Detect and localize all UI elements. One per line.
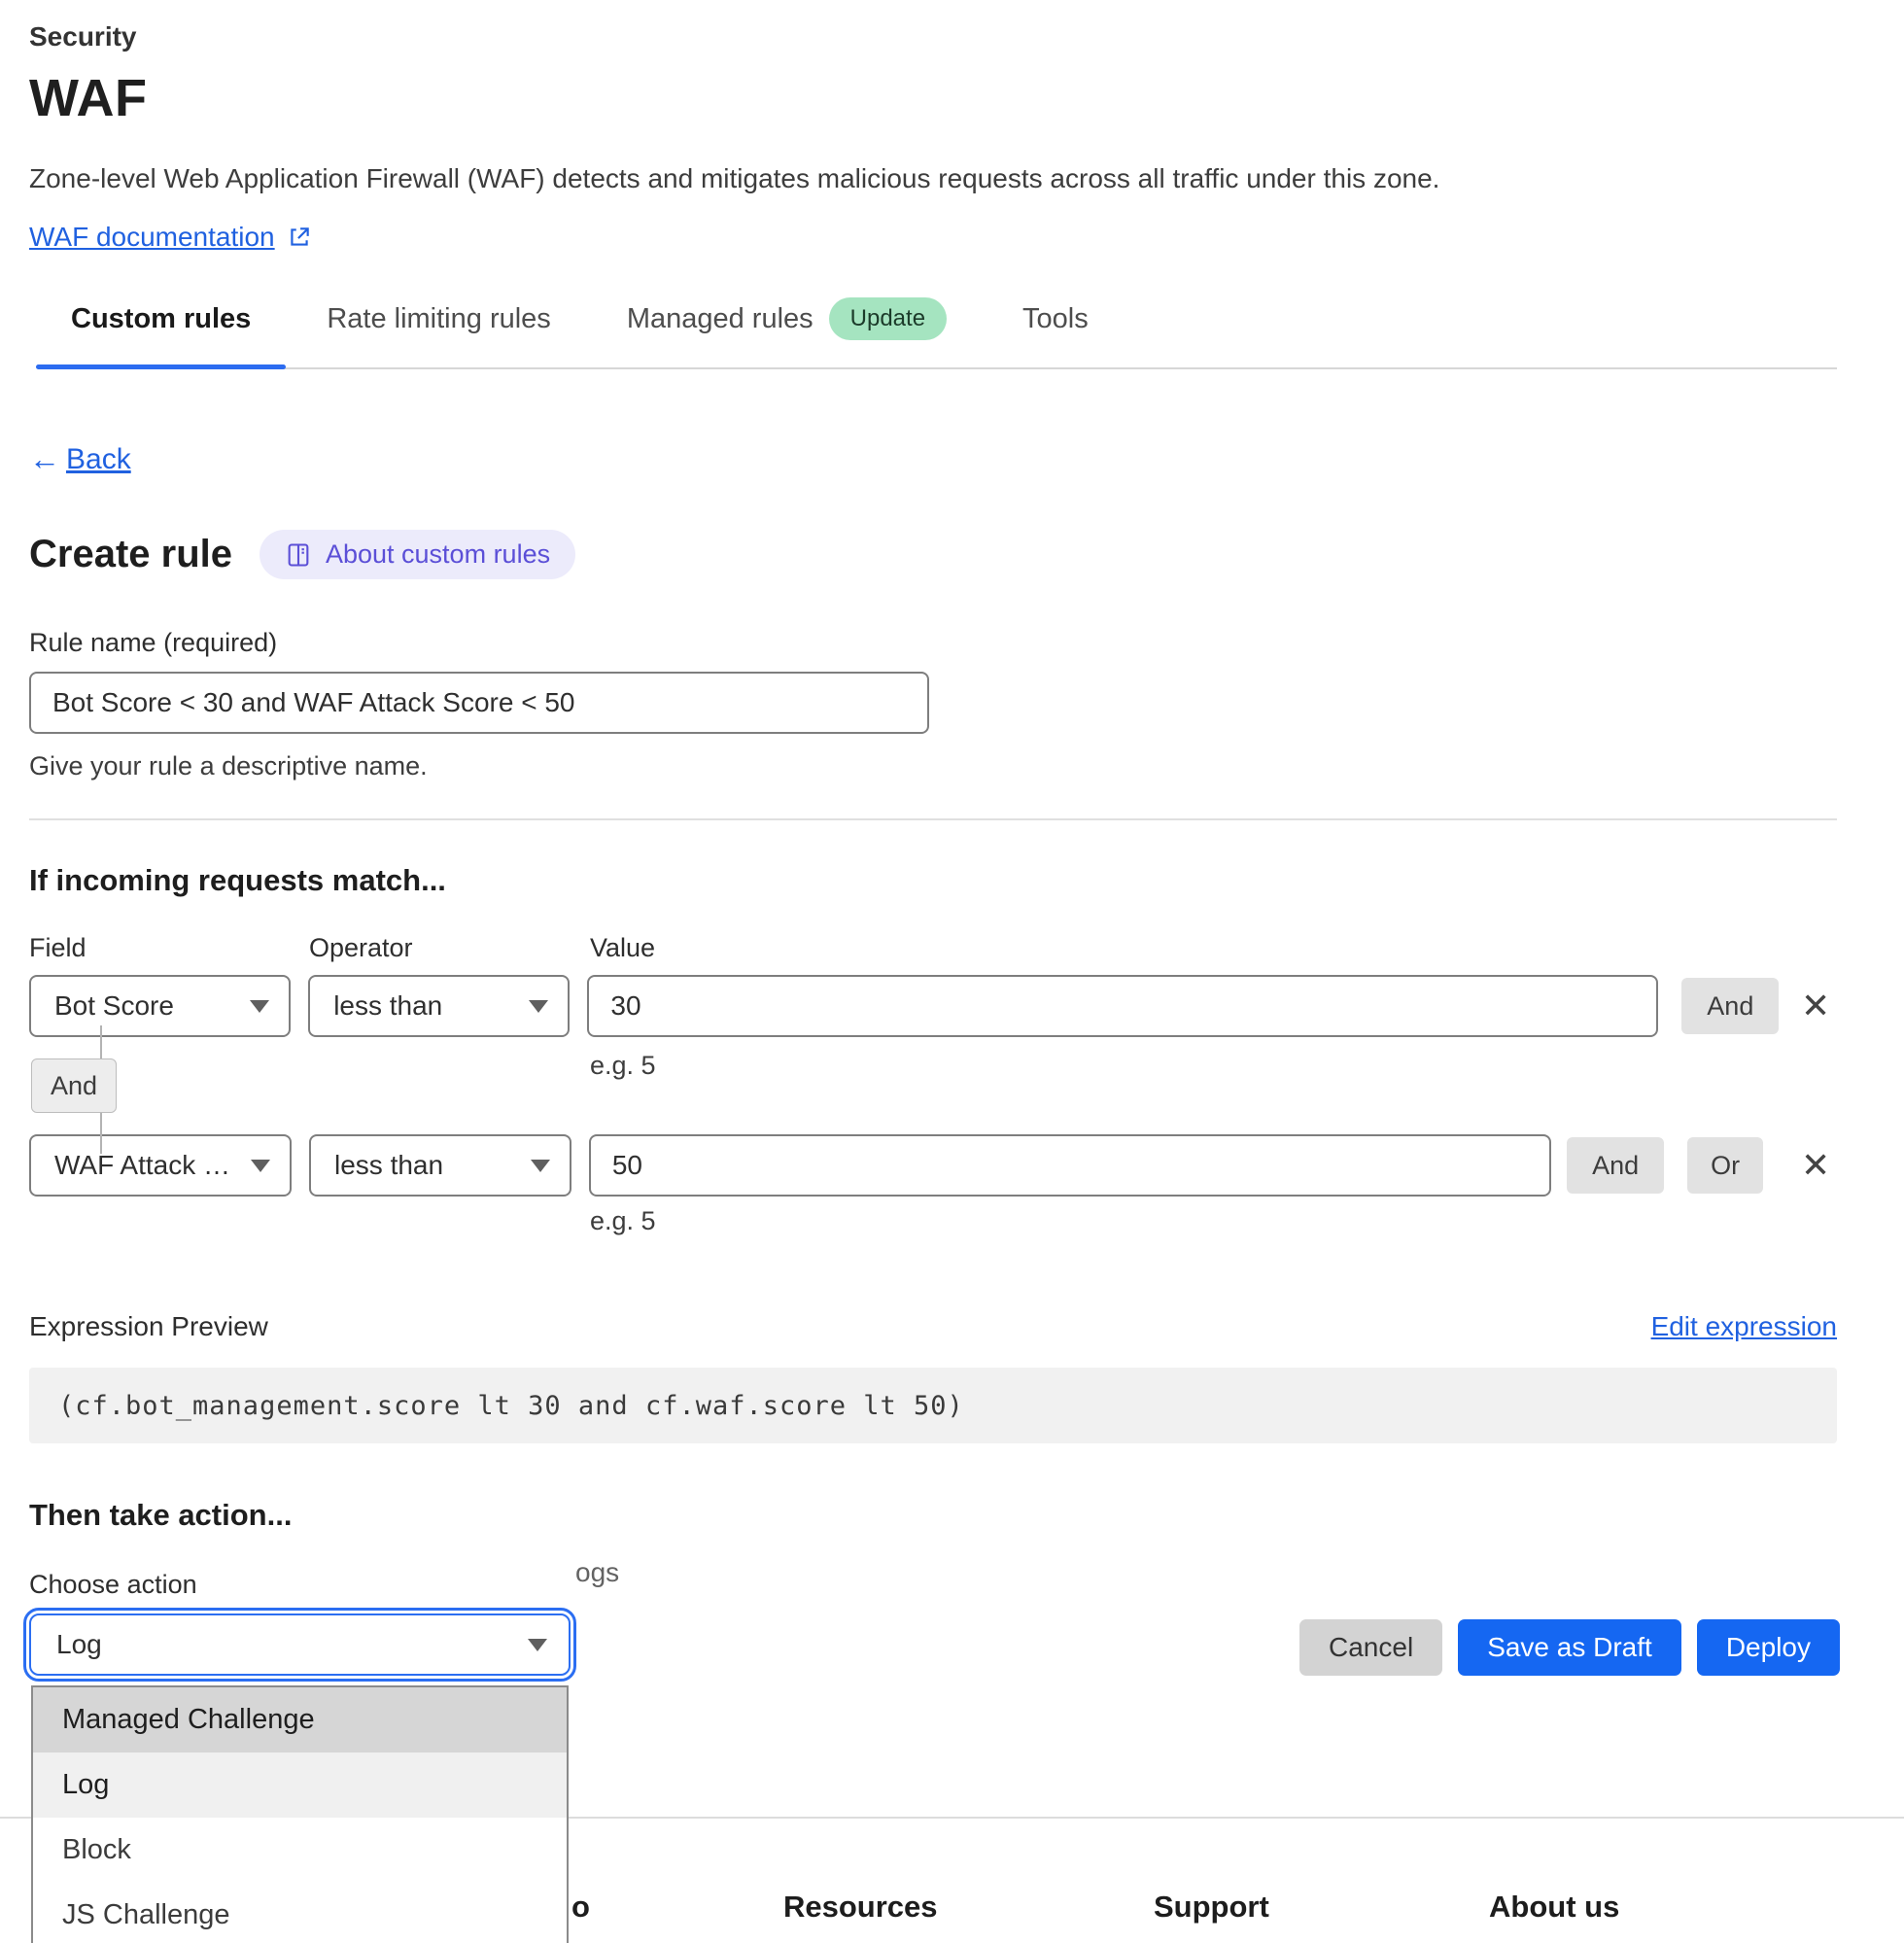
condition-row-1: Bot Score less than And ✕: [29, 975, 1837, 1037]
tab-tools-label: Tools: [1022, 302, 1089, 334]
section-kicker: Security: [29, 21, 137, 52]
book-icon: [285, 541, 312, 569]
match-section-heading: If incoming requests match...: [29, 863, 446, 897]
condition-row-2: WAF Attack S... less than And Or ✕: [29, 1134, 1837, 1197]
section-divider: [29, 818, 1837, 820]
option-log[interactable]: Log: [33, 1752, 567, 1818]
field-select-1-value: Bot Score: [54, 990, 174, 1021]
value-input-2[interactable]: [588, 1134, 1552, 1197]
rule-name-help: Give your rule a descriptive name.: [29, 751, 428, 781]
and-button-row-2[interactable]: And: [1567, 1137, 1665, 1194]
footer-heading-support: Support: [1154, 1890, 1269, 1924]
action-dropdown-menu: Managed Challenge Log Block JS Challenge…: [31, 1685, 569, 1943]
value-hint-1: e.g. 5: [590, 1051, 656, 1080]
choose-action-selected-value: Log: [56, 1629, 102, 1659]
footer-heading-resources: Resources: [783, 1890, 938, 1924]
footer-heading-about-us: About us: [1489, 1890, 1620, 1924]
action-section-heading: Then take action...: [29, 1498, 293, 1532]
field-select-1[interactable]: Bot Score: [29, 975, 292, 1037]
condition-connector-area: And e.g. 5: [29, 1025, 1837, 1154]
save-as-draft-button[interactable]: Save as Draft: [1458, 1619, 1681, 1676]
operator-select-1-value: less than: [333, 990, 443, 1021]
expression-preview-label: Expression Preview: [29, 1311, 268, 1341]
operator-select-1[interactable]: less than: [308, 975, 571, 1037]
cancel-button[interactable]: Cancel: [1299, 1619, 1443, 1676]
obscured-logs-text-fragment: ogs: [575, 1557, 620, 1587]
back-link[interactable]: ← Back: [29, 441, 131, 477]
tab-bar: Custom rules Rate limiting rules Managed…: [35, 297, 1837, 369]
update-badge: Update: [828, 297, 948, 340]
tab-tools[interactable]: Tools: [1022, 297, 1089, 367]
waf-documentation-link[interactable]: WAF documentation: [29, 222, 312, 253]
footer-obscured-heading-fragment: o: [571, 1890, 590, 1924]
chevron-down-icon: [530, 1159, 550, 1172]
value-hint-2: e.g. 5: [590, 1206, 656, 1235]
expression-preview-block: (cf.bot_management.score lt 30 and cf.wa…: [29, 1368, 1837, 1443]
and-button-row-1[interactable]: And: [1681, 978, 1780, 1034]
tab-managed-rules-label: Managed rules: [626, 302, 814, 334]
back-link-label: Back: [66, 442, 131, 475]
tab-rate-limiting-rules[interactable]: Rate limiting rules: [327, 297, 550, 367]
rule-name-input[interactable]: [29, 672, 929, 734]
option-managed-challenge[interactable]: Managed Challenge: [33, 1687, 567, 1752]
option-js-challenge[interactable]: JS Challenge: [33, 1883, 567, 1943]
field-column-label: Field: [29, 933, 87, 962]
chevron-down-icon: [528, 1638, 547, 1651]
choose-action-select[interactable]: Log: [23, 1608, 576, 1682]
value-hint-row-2: e.g. 5: [29, 1197, 1837, 1243]
chevron-down-icon: [250, 999, 270, 1013]
waf-documentation-link-label: WAF documentation: [29, 222, 275, 252]
deploy-button[interactable]: Deploy: [1696, 1619, 1840, 1676]
footer-divider: [0, 1817, 1904, 1819]
back-arrow-icon: ←: [29, 441, 60, 476]
chevron-down-icon: [529, 999, 549, 1013]
value-column-label: Value: [590, 933, 656, 962]
choose-action-label: Choose action: [29, 1570, 197, 1599]
tab-custom-rules[interactable]: Custom rules: [35, 297, 287, 369]
tab-custom-rules-label: Custom rules: [71, 302, 252, 334]
create-rule-heading: Create rule: [29, 533, 232, 575]
rule-name-label: Rule name (required): [29, 628, 278, 657]
operator-select-2-value: less than: [334, 1150, 444, 1180]
field-select-2-value: WAF Attack S...: [54, 1150, 239, 1180]
about-custom-rules-label: About custom rules: [325, 539, 551, 569]
external-link-icon: [287, 225, 312, 250]
value-input-1[interactable]: [587, 975, 1659, 1037]
option-block[interactable]: Block: [33, 1818, 567, 1883]
remove-condition-button-2[interactable]: ✕: [1794, 1145, 1837, 1186]
form-actions: Cancel Save as Draft Deploy: [1299, 1619, 1840, 1676]
field-select-2[interactable]: WAF Attack S...: [29, 1134, 292, 1197]
page-description: Zone-level Web Application Firewall (WAF…: [29, 163, 1440, 193]
or-button-row-2[interactable]: Or: [1687, 1137, 1764, 1194]
operator-select-2[interactable]: less than: [309, 1134, 571, 1197]
page-title: WAF: [29, 69, 148, 127]
tab-managed-rules[interactable]: Managed rules Update: [626, 297, 948, 367]
chevron-down-icon: [251, 1159, 270, 1172]
connector-and-button[interactable]: And: [31, 1058, 117, 1113]
tab-rate-limiting-rules-label: Rate limiting rules: [327, 302, 551, 334]
about-custom-rules-badge[interactable]: About custom rules: [259, 530, 576, 579]
expression-code: (cf.bot_management.score lt 30 and cf.wa…: [58, 1390, 964, 1421]
edit-expression-link[interactable]: Edit expression: [1650, 1311, 1837, 1341]
operator-column-label: Operator: [309, 933, 413, 962]
remove-condition-button-1[interactable]: ✕: [1794, 986, 1837, 1026]
